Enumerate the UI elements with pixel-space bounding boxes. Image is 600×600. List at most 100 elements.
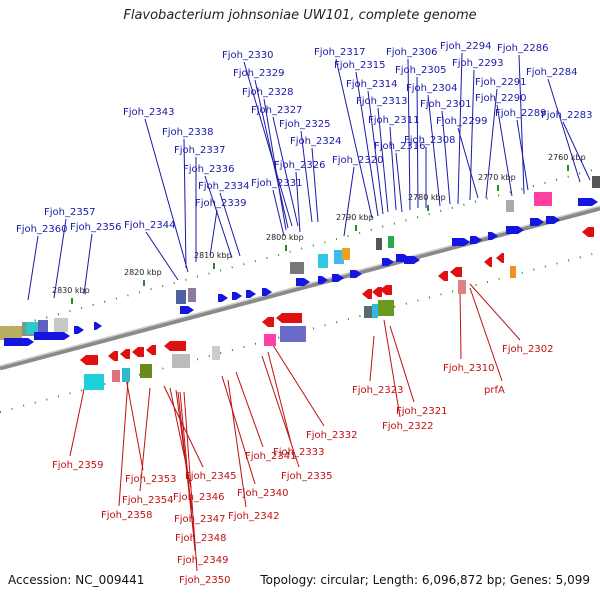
position-tick-label: 2760 kbp	[548, 153, 586, 162]
position-tick-label: 2770 kbp	[478, 173, 516, 182]
gene-label-forward: Fjoh_2324	[290, 136, 341, 147]
gene-leader-line	[272, 189, 285, 237]
gene-label-forward: Fjoh_2334	[198, 181, 249, 192]
gene-label-forward: Fjoh_2308	[404, 135, 455, 146]
gene-label-forward: Fjoh_2330	[222, 50, 273, 61]
gene-label-forward: Fjoh_2304	[406, 83, 457, 94]
gene-label-forward: Fjoh_2294	[440, 41, 491, 52]
gene-leader-line	[243, 61, 293, 227]
gene-leader-line	[427, 94, 441, 207]
feature-block	[510, 266, 516, 278]
gene-label-reverse: Fjoh_2310	[443, 363, 494, 374]
gene-leader-line	[221, 375, 256, 485]
feature-block	[280, 326, 306, 342]
forward-gene-arrow	[488, 232, 498, 240]
gene-label-reverse: Fjoh_2333	[273, 447, 324, 458]
gene-leader-line	[355, 71, 379, 217]
feature-block	[212, 346, 220, 360]
gene-label-reverse: Fjoh_2353	[125, 474, 176, 485]
gene-leader-line	[496, 104, 513, 197]
forward-gene-arrow	[34, 332, 70, 340]
position-tick-label: 2780 kbp	[408, 193, 446, 202]
reverse-gene-arrow	[108, 351, 118, 361]
gene-leader-line	[83, 233, 93, 295]
gene-leader-line	[547, 78, 581, 183]
reverse-gene-arrow	[582, 227, 594, 237]
gene-label-reverse: Fjoh_2359	[52, 460, 103, 471]
gene-leader-line	[204, 175, 233, 259]
gene-leader-line	[219, 192, 241, 257]
reverse-gene-arrow	[496, 253, 504, 263]
feature-block	[54, 318, 68, 332]
feature-block	[388, 236, 394, 248]
gene-leader-line	[311, 147, 319, 223]
feature-block	[506, 200, 514, 212]
gene-leader-line	[485, 88, 498, 199]
position-tick-label: 2810 kbp	[194, 251, 232, 260]
forward-gene-arrow	[94, 322, 102, 330]
forward-gene-arrow	[74, 326, 84, 334]
reverse-gene-arrow	[80, 355, 98, 365]
gene-label-forward: Fjoh_2316	[374, 141, 425, 152]
gene-leader-line	[27, 235, 39, 301]
feature-block	[372, 304, 378, 318]
gene-label-reverse: Fjoh_2323	[352, 385, 403, 396]
gene-label-forward: Fjoh_2338	[162, 127, 213, 138]
feature-block	[334, 250, 344, 264]
gene-leader-line	[139, 387, 151, 492]
forward-gene-arrow	[332, 274, 344, 282]
reverse-gene-arrow	[438, 271, 448, 281]
gene-label-forward: Fjoh_2293	[452, 58, 503, 69]
gene-leader-line	[300, 130, 313, 223]
gene-label-reverse: Fjoh_2358	[101, 510, 152, 521]
gene-leader-line	[459, 289, 462, 360]
topology-summary: Topology: circular; Length: 6,096,872 bp…	[260, 573, 590, 587]
gene-leader-line	[367, 90, 384, 215]
gene-label-reverse: Fjoh_2349	[177, 555, 228, 566]
reverse-gene-arrow	[450, 267, 462, 277]
gene-leader-line	[395, 152, 403, 213]
gene-leader-line	[407, 58, 411, 211]
forward-gene-arrow	[404, 256, 420, 264]
gene-leader-line	[369, 335, 375, 382]
reverse-gene-arrow	[262, 317, 274, 327]
gene-leader-line	[183, 391, 198, 572]
forward-gene-arrow	[350, 270, 362, 278]
gene-leader-line	[118, 379, 129, 507]
gene-leader-line	[179, 391, 196, 552]
gene-label-forward: Fjoh_2284	[526, 67, 577, 78]
gene-leader-line	[377, 107, 389, 213]
gene-leader-line	[265, 333, 325, 427]
gene-leader-line	[416, 76, 419, 209]
reverse-gene-arrow	[120, 349, 130, 359]
gene-leader-line	[469, 283, 521, 341]
gene-label-reverse: Fjoh_2321	[396, 406, 447, 417]
forward-gene-arrow	[578, 198, 598, 206]
gene-leader-line	[457, 52, 463, 205]
gene-label-reverse: Fjoh_2348	[175, 533, 226, 544]
position-tick-label: 2790 kbp	[336, 213, 374, 222]
genome-backbone	[0, 205, 600, 371]
gene-label-forward: Fjoh_2331	[251, 178, 302, 189]
gene-leader-line	[516, 119, 529, 191]
reverse-gene-arrow	[276, 313, 302, 323]
position-tick-label: 2830 kbp	[52, 286, 90, 295]
reverse-gene-arrow	[362, 289, 372, 299]
feature-block	[592, 176, 600, 188]
gene-leader-line	[125, 377, 144, 471]
gene-label-forward: Fjoh_2343	[123, 107, 174, 118]
reverse-gene-arrow	[146, 345, 156, 355]
gene-label-reverse: Fjoh_2340	[237, 488, 288, 499]
reverse-gene-arrow	[380, 285, 392, 295]
reverse-gene-arrow	[164, 341, 186, 351]
gene-label-forward: Fjoh_2314	[346, 79, 397, 90]
forward-gene-arrow	[180, 306, 194, 314]
gene-label-forward: Fjoh_2315	[334, 60, 385, 71]
gene-leader-line	[227, 379, 247, 508]
feature-block	[342, 248, 350, 260]
gene-leader-line	[235, 371, 264, 448]
position-tick-label: 2820 kbp	[124, 268, 162, 277]
gene-leader-line	[457, 127, 479, 199]
gene-leader-line	[53, 218, 67, 299]
